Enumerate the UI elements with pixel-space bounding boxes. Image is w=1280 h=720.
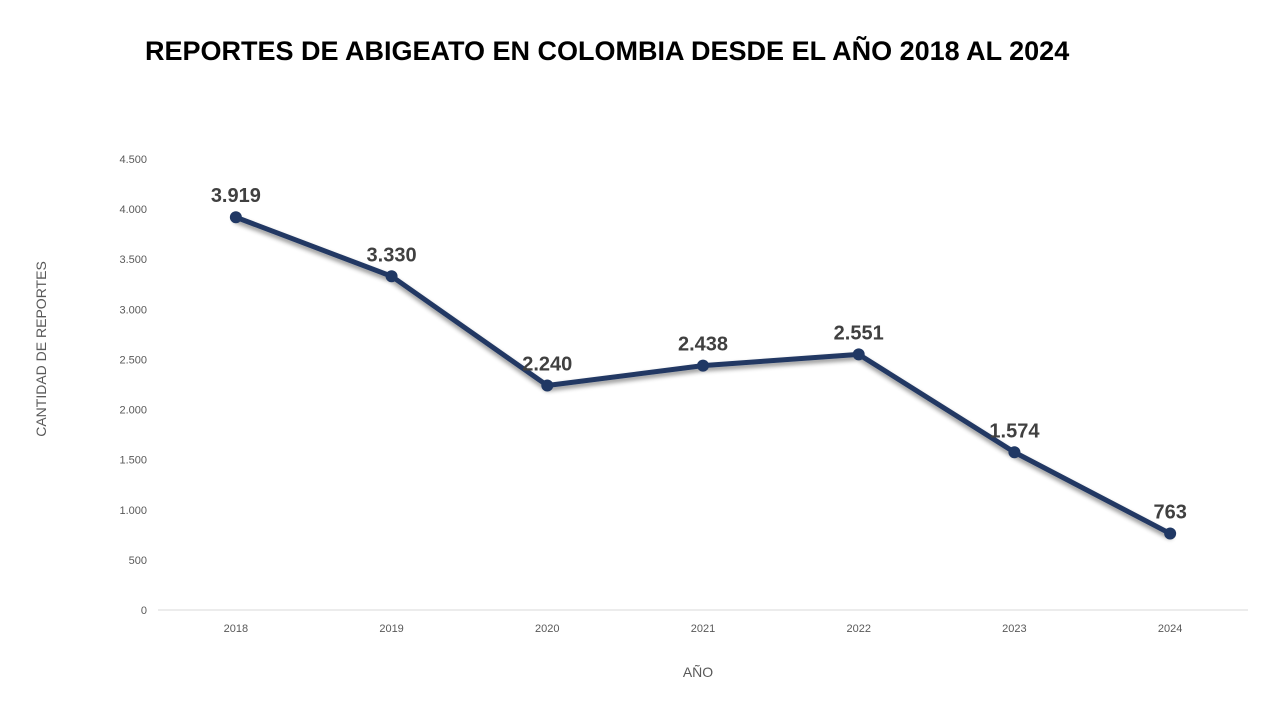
x-tick-label: 2021 [691, 623, 715, 635]
data-point [541, 379, 554, 392]
y-tick-label: 500 [129, 555, 147, 567]
y-tick-label: 2.000 [119, 405, 147, 417]
series-group [229, 211, 1177, 540]
data-label: 3.330 [367, 244, 417, 266]
x-tick-label: 2024 [1158, 623, 1182, 635]
data-label: 1.574 [989, 420, 1040, 442]
x-tick-label: 2022 [846, 623, 870, 635]
data-point [229, 211, 242, 224]
x-tick-label: 2018 [224, 623, 248, 635]
x-axis-title: AÑO [683, 664, 713, 680]
x-tick-label: 2020 [535, 623, 559, 635]
y-tick-label: 1.000 [119, 505, 147, 517]
data-label: 2.240 [522, 354, 572, 376]
y-tick-label: 3.500 [119, 254, 147, 266]
x-tick-label: 2019 [379, 623, 403, 635]
y-tick-label: 3.000 [119, 304, 147, 316]
data-label: 2.438 [678, 334, 728, 356]
y-tick-label: 4.500 [119, 154, 147, 166]
data-point [1164, 527, 1177, 540]
x-axis-ticks: 2018 2019 2020 2021 2022 2023 2024 [224, 623, 1183, 635]
data-point [385, 270, 398, 283]
x-tick-label: 2023 [1002, 623, 1026, 635]
data-label: 2.551 [834, 322, 884, 344]
data-point [852, 348, 865, 361]
y-tick-label: 4.000 [119, 204, 147, 216]
y-tick-label: 0 [141, 605, 147, 617]
y-tick-label: 2.500 [119, 354, 147, 366]
y-axis-title: CANTIDAD DE REPORTES [33, 261, 49, 437]
data-point [1008, 446, 1021, 459]
data-label: 3.919 [211, 185, 261, 207]
chart-title: REPORTES DE ABIGEATO EN COLOMBIA DESDE E… [145, 36, 1070, 66]
data-point [697, 359, 709, 372]
y-tick-label: 1.500 [119, 455, 147, 467]
data-labels: 3.919 3.330 2.240 2.438 2.551 1.574 763 [211, 185, 1187, 523]
data-label: 763 [1153, 502, 1186, 524]
y-axis-ticks: 0 500 1.000 1.500 2.000 2.500 3.000 3.500 4.000 4… [119, 154, 147, 617]
